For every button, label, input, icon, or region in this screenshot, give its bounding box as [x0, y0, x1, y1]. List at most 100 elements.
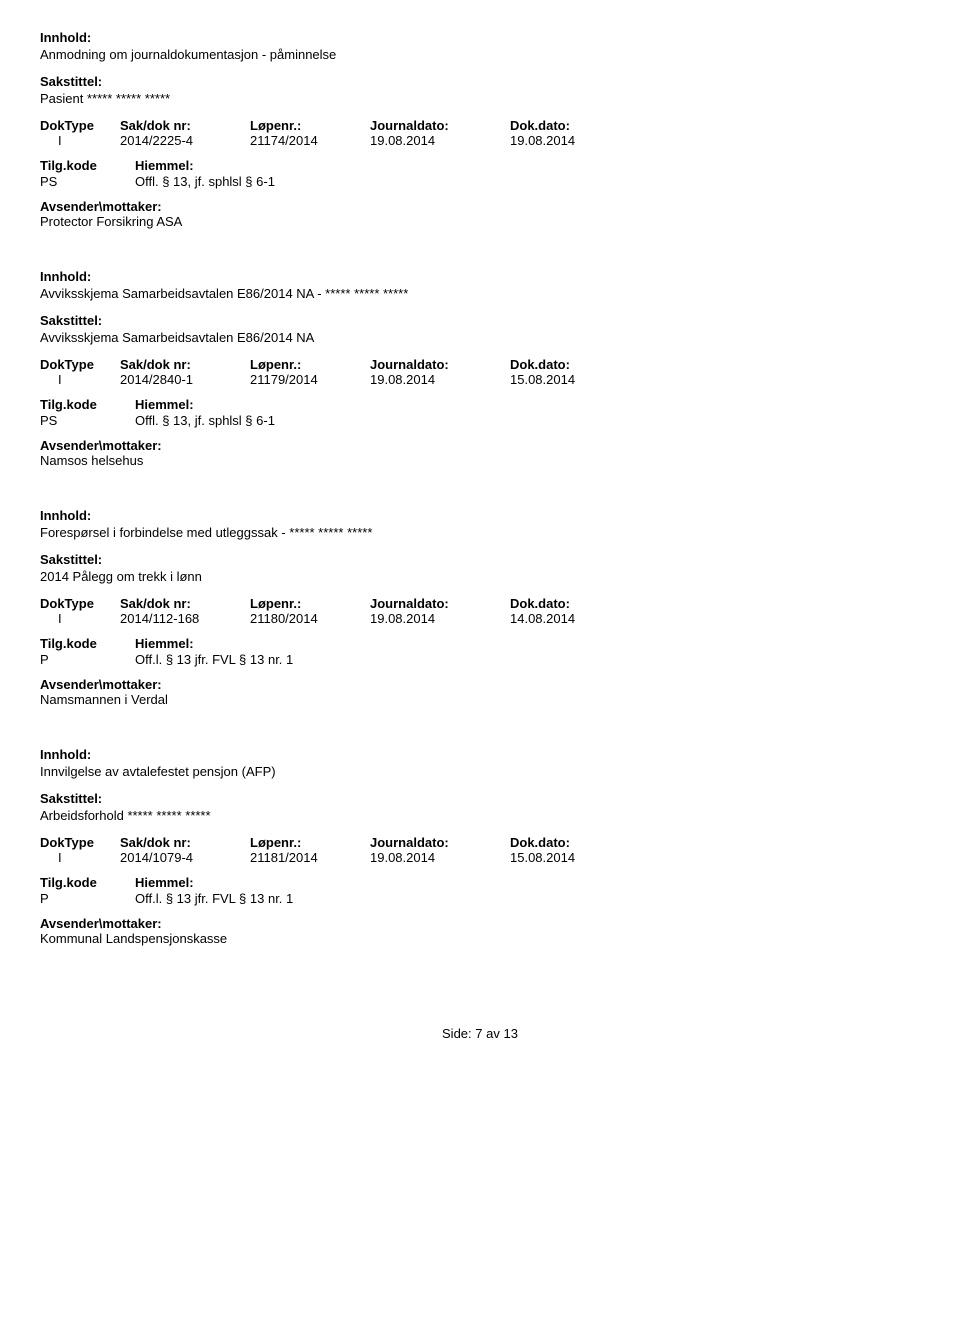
lopenr-value: 21179/2014 [250, 372, 370, 387]
lopenr-value: 21181/2014 [250, 850, 370, 865]
tilgkode-label: Tilg.kode [40, 875, 135, 890]
journaldato-value: 19.08.2014 [370, 372, 510, 387]
doktype-header: DokType [40, 118, 120, 133]
dokdato-value: 14.08.2014 [510, 611, 650, 626]
table-row: I 2014/2225-4 21174/2014 19.08.2014 19.0… [40, 133, 920, 148]
avsender-value: Kommunal Landspensjonskasse [40, 931, 920, 946]
lopenr-header: Løpenr.: [250, 596, 370, 611]
doktype-value: I [40, 850, 120, 865]
tilgkode-label: Tilg.kode [40, 158, 135, 173]
sakdoknr-header: Sak/dok nr: [120, 118, 250, 133]
tilg-value-row: P Off.l. § 13 jfr. FVL § 13 nr. 1 [40, 891, 920, 906]
page-footer: Side: 7 av 13 [40, 1026, 920, 1041]
journaldato-value: 19.08.2014 [370, 611, 510, 626]
tilg-value-row: PS Offl. § 13, jf. sphlsl § 6-1 [40, 174, 920, 189]
journaldato-value: 19.08.2014 [370, 850, 510, 865]
innhold-label: Innhold: [40, 269, 920, 284]
sakdoknr-value: 2014/112-168 [120, 611, 250, 626]
lopenr-value: 21180/2014 [250, 611, 370, 626]
avsender-label: Avsender\mottaker: [40, 438, 920, 453]
avsender-value: Protector Forsikring ASA [40, 214, 920, 229]
table-row: I 2014/112-168 21180/2014 19.08.2014 14.… [40, 611, 920, 626]
sakdoknr-header: Sak/dok nr: [120, 835, 250, 850]
journal-entry: Innhold: Innvilgelse av avtalefestet pen… [40, 747, 920, 946]
sakstittel-value: 2014 Pålegg om trekk i lønn [40, 569, 920, 584]
table-row: I 2014/1079-4 21181/2014 19.08.2014 15.0… [40, 850, 920, 865]
dokdato-header: Dok.dato: [510, 357, 650, 372]
avsender-value: Namsmannen i Verdal [40, 692, 920, 707]
sakstittel-label: Sakstittel: [40, 552, 920, 567]
journal-entry: Innhold: Anmodning om journaldokumentasj… [40, 30, 920, 229]
page-total: 13 [504, 1026, 518, 1041]
tilg-header-row: Tilg.kode Hiemmel: [40, 397, 920, 412]
hiemmel-value: Offl. § 13, jf. sphlsl § 6-1 [135, 413, 275, 428]
sakstittel-label: Sakstittel: [40, 791, 920, 806]
hiemmel-value: Off.l. § 13 jfr. FVL § 13 nr. 1 [135, 652, 293, 667]
sakstittel-label: Sakstittel: [40, 313, 920, 328]
table-header: DokType Sak/dok nr: Løpenr.: Journaldato… [40, 357, 920, 372]
avsender-value: Namsos helsehus [40, 453, 920, 468]
tilg-header-row: Tilg.kode Hiemmel: [40, 158, 920, 173]
dokdato-header: Dok.dato: [510, 596, 650, 611]
sakdoknr-header: Sak/dok nr: [120, 357, 250, 372]
hiemmel-label: Hiemmel: [135, 636, 194, 651]
hiemmel-label: Hiemmel: [135, 158, 194, 173]
doktype-header: DokType [40, 596, 120, 611]
table-header: DokType Sak/dok nr: Løpenr.: Journaldato… [40, 596, 920, 611]
lopenr-header: Løpenr.: [250, 357, 370, 372]
doktype-value: I [40, 372, 120, 387]
tilg-value-row: P Off.l. § 13 jfr. FVL § 13 nr. 1 [40, 652, 920, 667]
avsender-label: Avsender\mottaker: [40, 677, 920, 692]
doktype-header: DokType [40, 835, 120, 850]
dokdato-value: 15.08.2014 [510, 850, 650, 865]
hiemmel-label: Hiemmel: [135, 875, 194, 890]
lopenr-header: Løpenr.: [250, 835, 370, 850]
dokdato-header: Dok.dato: [510, 118, 650, 133]
tilg-header-row: Tilg.kode Hiemmel: [40, 875, 920, 890]
tilgkode-value: P [40, 652, 135, 667]
tilg-header-row: Tilg.kode Hiemmel: [40, 636, 920, 651]
sakstittel-label: Sakstittel: [40, 74, 920, 89]
innhold-value: Anmodning om journaldokumentasjon - påmi… [40, 47, 920, 62]
sakdoknr-value: 2014/2225-4 [120, 133, 250, 148]
journaldato-header: Journaldato: [370, 596, 510, 611]
journal-entry: Innhold: Avviksskjema Samarbeidsavtalen … [40, 269, 920, 468]
hiemmel-value: Offl. § 13, jf. sphlsl § 6-1 [135, 174, 275, 189]
sakdoknr-value: 2014/1079-4 [120, 850, 250, 865]
dokdato-value: 19.08.2014 [510, 133, 650, 148]
innhold-value: Forespørsel i forbindelse med utleggssak… [40, 525, 920, 540]
innhold-label: Innhold: [40, 30, 920, 45]
table-row: I 2014/2840-1 21179/2014 19.08.2014 15.0… [40, 372, 920, 387]
doktype-value: I [40, 133, 120, 148]
doktype-header: DokType [40, 357, 120, 372]
journaldato-header: Journaldato: [370, 118, 510, 133]
hiemmel-value: Off.l. § 13 jfr. FVL § 13 nr. 1 [135, 891, 293, 906]
page-current: 7 [475, 1026, 482, 1041]
lopenr-value: 21174/2014 [250, 133, 370, 148]
journaldato-header: Journaldato: [370, 835, 510, 850]
table-header: DokType Sak/dok nr: Løpenr.: Journaldato… [40, 835, 920, 850]
tilgkode-value: PS [40, 174, 135, 189]
tilgkode-label: Tilg.kode [40, 397, 135, 412]
journaldato-header: Journaldato: [370, 357, 510, 372]
doktype-value: I [40, 611, 120, 626]
sakstittel-value: Arbeidsforhold ***** ***** ***** [40, 808, 920, 823]
sakdoknr-value: 2014/2840-1 [120, 372, 250, 387]
dokdato-header: Dok.dato: [510, 835, 650, 850]
innhold-label: Innhold: [40, 747, 920, 762]
innhold-label: Innhold: [40, 508, 920, 523]
journaldato-value: 19.08.2014 [370, 133, 510, 148]
lopenr-header: Løpenr.: [250, 118, 370, 133]
avsender-label: Avsender\mottaker: [40, 199, 920, 214]
sakdoknr-header: Sak/dok nr: [120, 596, 250, 611]
avsender-label: Avsender\mottaker: [40, 916, 920, 931]
sakstittel-value: Pasient ***** ***** ***** [40, 91, 920, 106]
hiemmel-label: Hiemmel: [135, 397, 194, 412]
tilgkode-value: P [40, 891, 135, 906]
av-label: av [486, 1026, 500, 1041]
journal-entry: Innhold: Forespørsel i forbindelse med u… [40, 508, 920, 707]
tilgkode-label: Tilg.kode [40, 636, 135, 651]
innhold-value: Avviksskjema Samarbeidsavtalen E86/2014 … [40, 286, 920, 301]
tilgkode-value: PS [40, 413, 135, 428]
tilg-value-row: PS Offl. § 13, jf. sphlsl § 6-1 [40, 413, 920, 428]
